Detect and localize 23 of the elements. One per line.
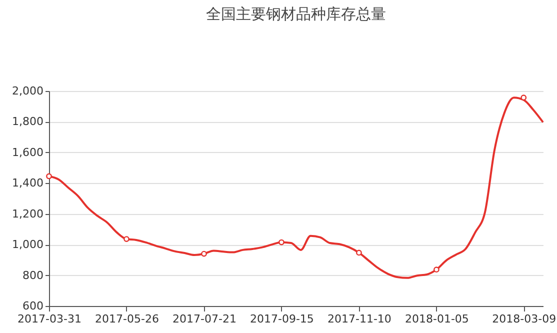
- y-tick-label: 1,600: [12, 146, 44, 159]
- point: [278, 239, 284, 246]
- x-tick-label: 2017-11-10: [327, 312, 392, 326]
- point: [520, 94, 527, 101]
- x-tick-label: 2018-03-09: [492, 312, 556, 326]
- x-tick-label: 2017-05-26: [95, 312, 159, 326]
- point: [356, 250, 362, 256]
- chart-title: 全国主要钢材品种库存总量: [206, 5, 386, 23]
- y-tick-label: 2,000: [12, 84, 44, 98]
- point: [434, 266, 440, 273]
- y-tick-label: 1,000: [12, 238, 44, 252]
- x-tick-label: 2017-03-31: [18, 312, 82, 326]
- y-tick-label: 1,800: [12, 115, 44, 128]
- point: [46, 173, 52, 180]
- point: [201, 250, 207, 257]
- y-tick-label: 1,400: [12, 176, 44, 190]
- y-tick-label: 600: [22, 300, 44, 312]
- y-tick-label: 800: [22, 268, 44, 282]
- x-tick-label: 2018-01-05: [404, 312, 469, 326]
- x-tick-label: 2017-07-21: [172, 312, 236, 326]
- y-tick-label: 1,200: [12, 207, 44, 220]
- x-tick-label: 2017-09-15: [250, 312, 314, 326]
- point: [124, 236, 130, 242]
